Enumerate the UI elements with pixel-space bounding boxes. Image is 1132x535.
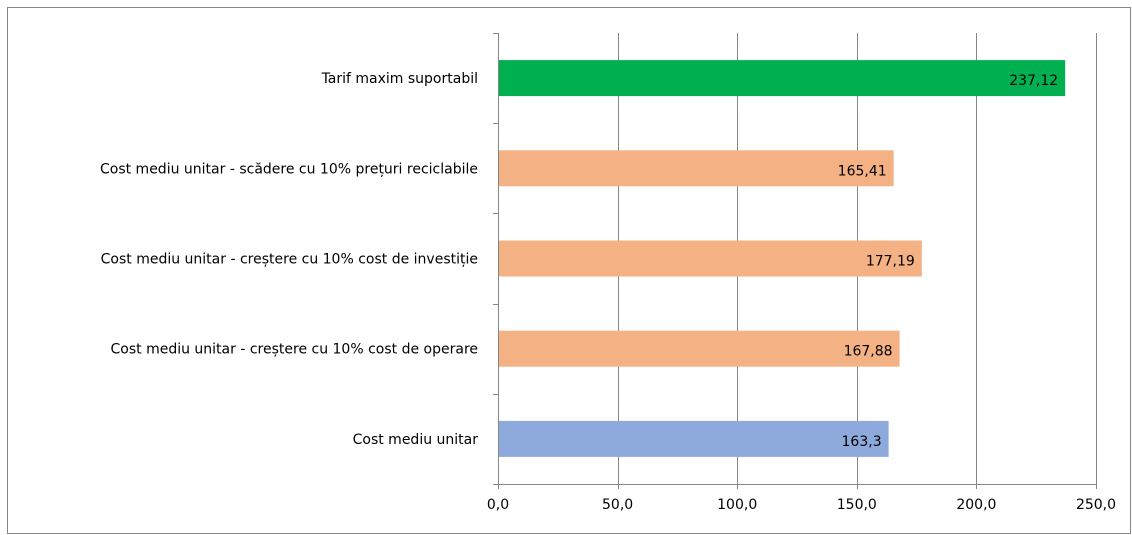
y-category-label: Cost mediu unitar - creștere cu 10% cost… (101, 252, 478, 268)
x-tick-label: 250,0 (1076, 497, 1116, 513)
bar-data-label: 165,41 (838, 163, 887, 179)
bar-data-label: 177,19 (866, 254, 915, 270)
x-tick-label: 150,0 (837, 497, 877, 513)
bar-data-label: 237,12 (1009, 73, 1058, 89)
y-category-label: Cost mediu unitar - scădere cu 10% prețu… (100, 161, 478, 177)
y-category-label: Cost mediu unitar (353, 432, 479, 448)
bars (499, 60, 1066, 457)
x-tick-label: 50,0 (602, 497, 633, 513)
labels: 0,0 50,0 100,0 150,0 200,0 250,0 Tarif maxim s… (100, 71, 1116, 513)
bar (499, 150, 894, 187)
x-tick-label: 200,0 (956, 497, 996, 513)
bar-data-label: 167,88 (844, 344, 893, 360)
bar (499, 60, 1066, 97)
bar (499, 420, 889, 457)
axes (493, 33, 1097, 489)
y-category-label: Tarif maxim suportabil (321, 71, 478, 87)
y-category-label: Cost mediu unitar - creștere cu 10% cost… (111, 342, 479, 358)
x-tick-label: 100,0 (717, 497, 757, 513)
x-tick-label: 0,0 (487, 497, 509, 513)
bar-data-label: 163,3 (842, 434, 882, 450)
bar (499, 240, 922, 277)
bar (499, 330, 900, 367)
